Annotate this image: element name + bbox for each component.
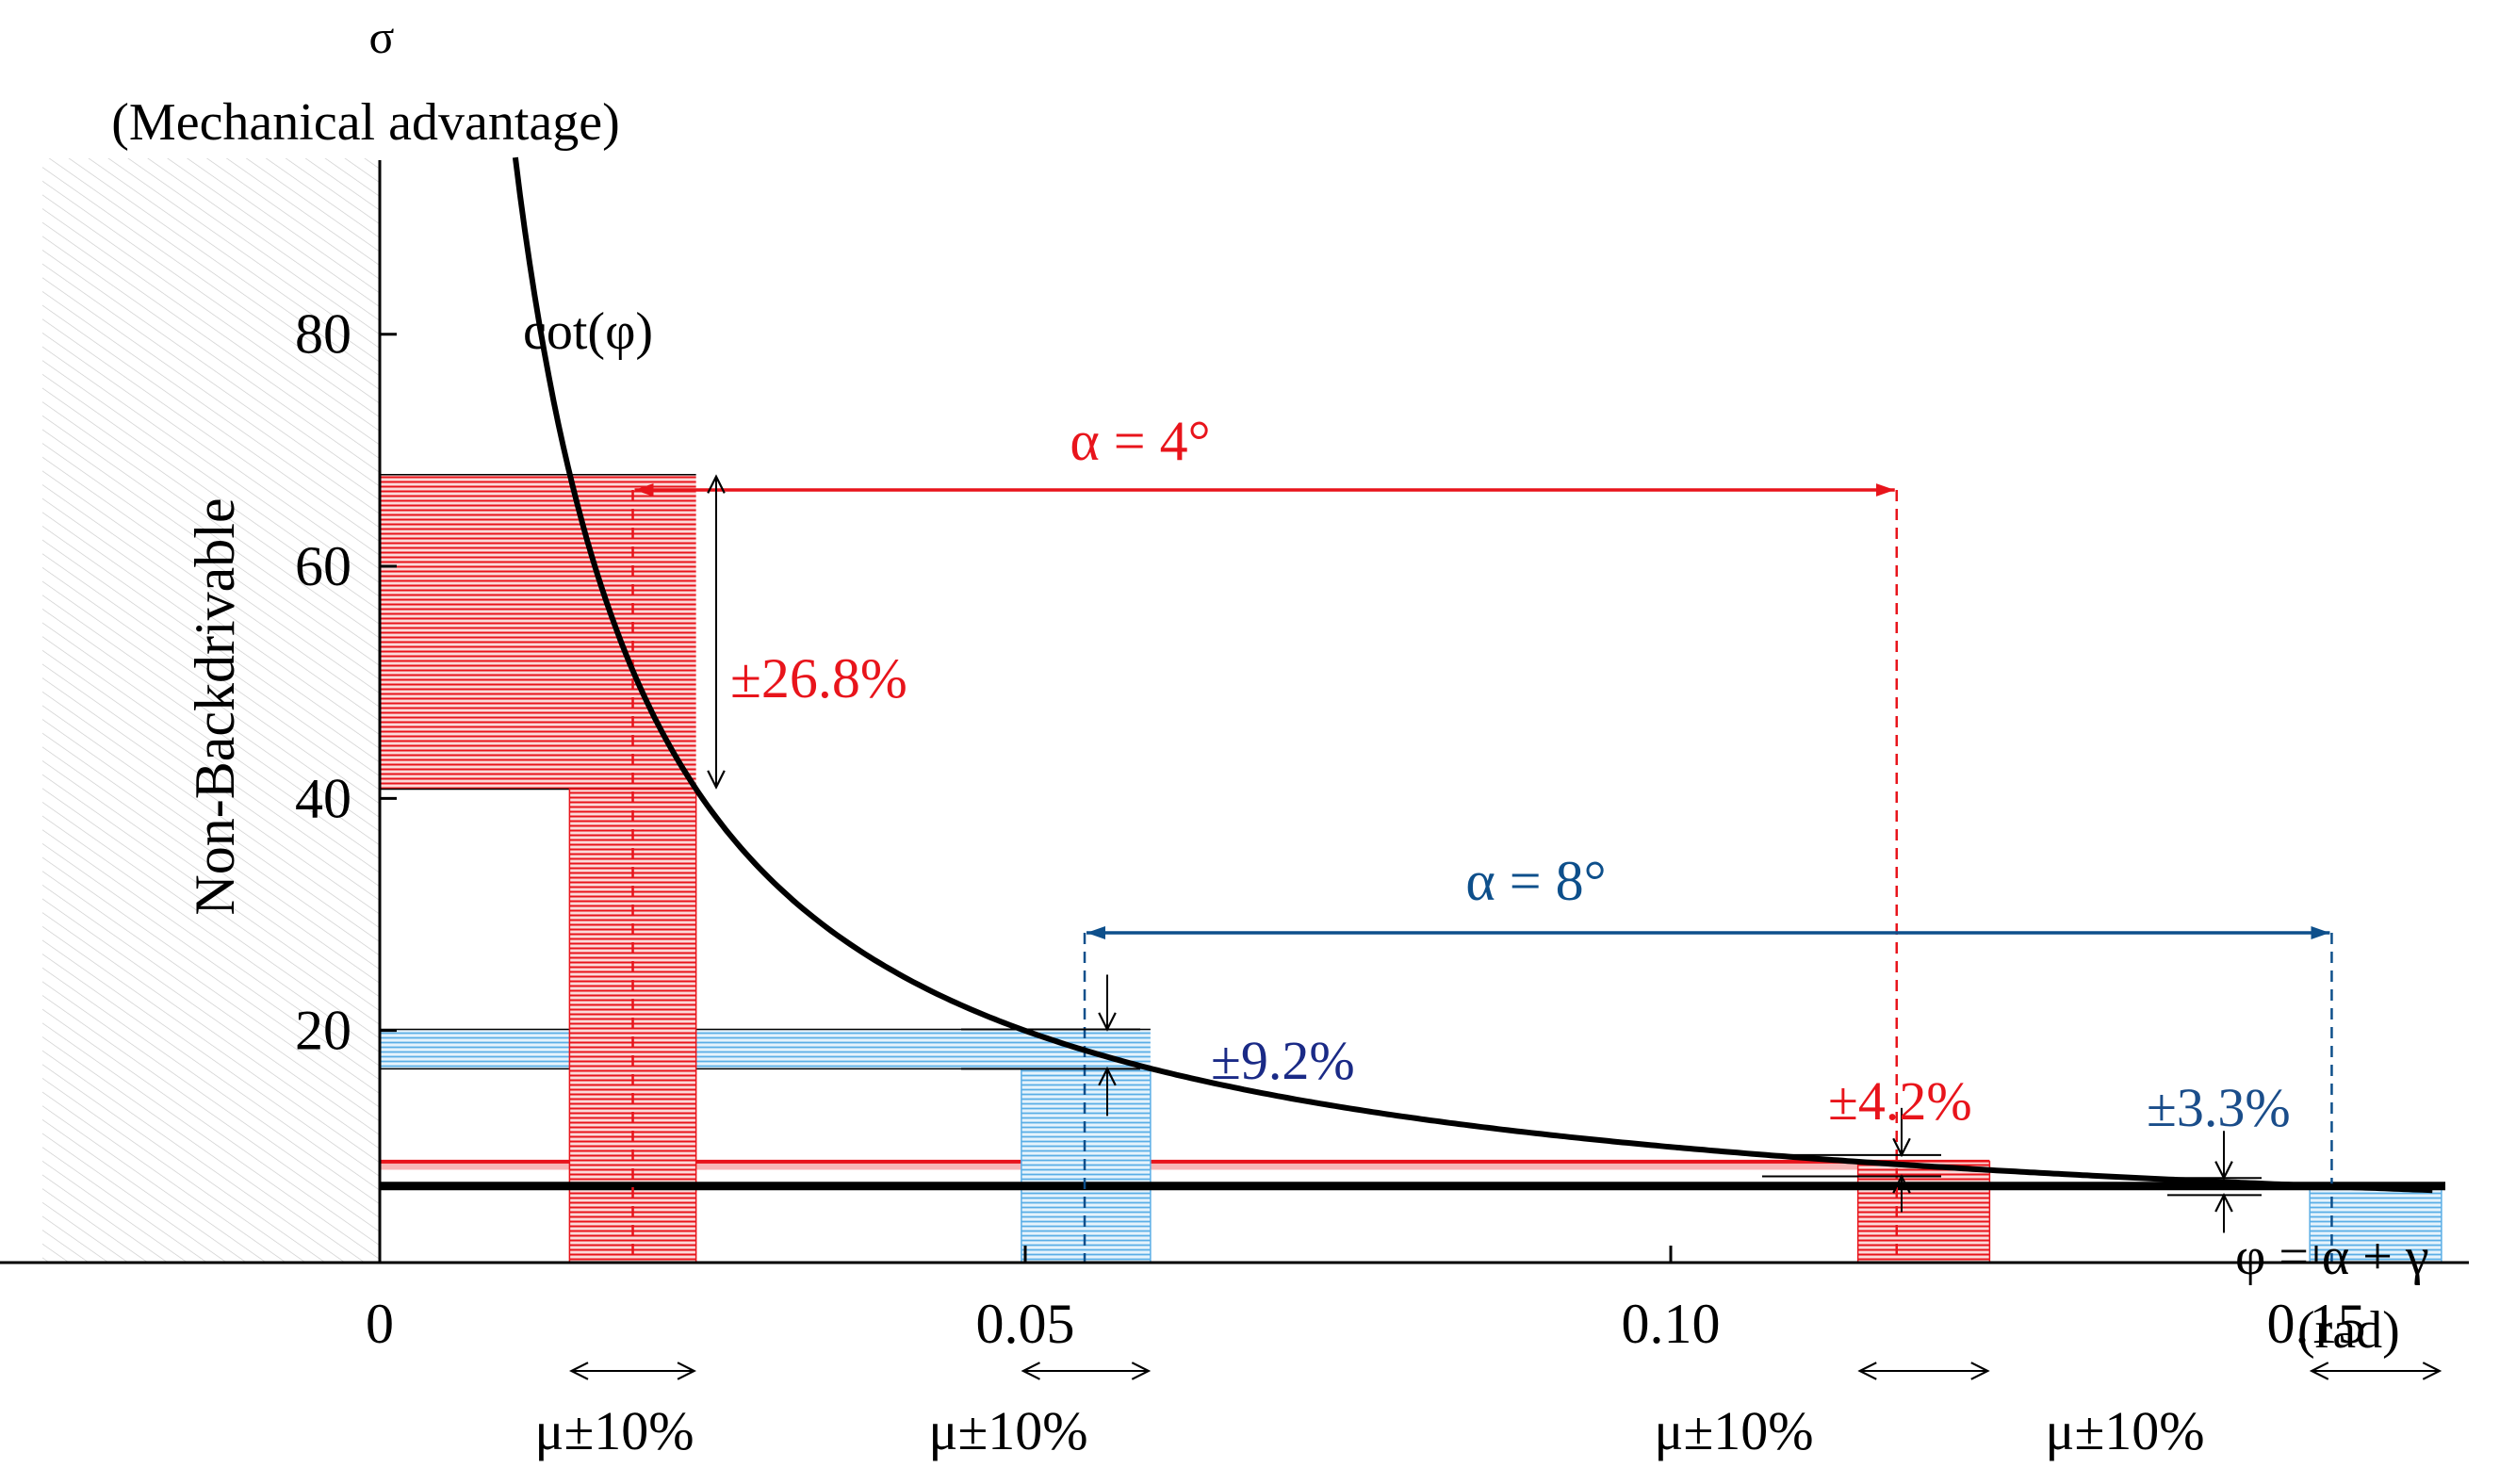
non-backdrivable-region xyxy=(42,158,380,1263)
curve-label: cot(φ) xyxy=(523,302,653,361)
pct-label-alpha4-high: ±4.2% xyxy=(1828,1070,1972,1132)
mu-bar-alpha4-high xyxy=(1856,1161,1991,1264)
cot-curve xyxy=(512,156,2433,1194)
y-axis-symbol: σ xyxy=(369,10,395,63)
mu-bar-alpha8-low xyxy=(1021,1068,1152,1264)
y-axis-description: (Mechanical advantage) xyxy=(111,93,619,152)
y-tick-label: 80 xyxy=(295,303,351,366)
x-tick-label: 0.15 xyxy=(2267,1293,2366,1355)
x-tick-label: 0 xyxy=(366,1293,394,1355)
annotation-layer xyxy=(571,477,2439,1371)
pct-label-alpha8-high: ±3.3% xyxy=(2147,1077,2291,1138)
y-tick-label: 60 xyxy=(295,535,351,597)
pct-label-alpha4-low: ±26.8% xyxy=(730,647,907,709)
alpha-8-label: α = 8° xyxy=(1465,850,1606,912)
mu-label-2: μ±10% xyxy=(928,1400,1087,1461)
curve-layer xyxy=(512,156,2433,1194)
alpha-4-label: α = 4° xyxy=(1070,410,1210,472)
x-axis-unit: (rad) xyxy=(2297,1301,2400,1360)
y-tick-label: 20 xyxy=(295,1000,351,1062)
pct-label-alpha8-low: ±9.2% xyxy=(1211,1030,1355,1091)
y-tick-label: 40 xyxy=(295,767,351,829)
mu-label-4: μ±10% xyxy=(2045,1400,2204,1461)
x-tick-label: 0.05 xyxy=(976,1293,1075,1355)
non-backdrivable-label: Non-Backdrivable xyxy=(184,497,246,915)
mu-label-3: μ±10% xyxy=(1654,1400,1813,1461)
thin-band-alpha4 xyxy=(380,1161,1990,1170)
mu-label-1: μ±10% xyxy=(534,1400,694,1461)
line-layer xyxy=(380,483,2445,1263)
axes-layer: 20 40 60 80 0 0.05 0.10 0.15 xyxy=(0,160,2469,1355)
x-axis-formula: φ = α + γ xyxy=(2235,1228,2429,1286)
sigma-band-alpha4 xyxy=(380,474,696,790)
x-tick-label: 0.10 xyxy=(1622,1293,1721,1355)
sigma-band-alpha8 xyxy=(380,1029,1151,1069)
